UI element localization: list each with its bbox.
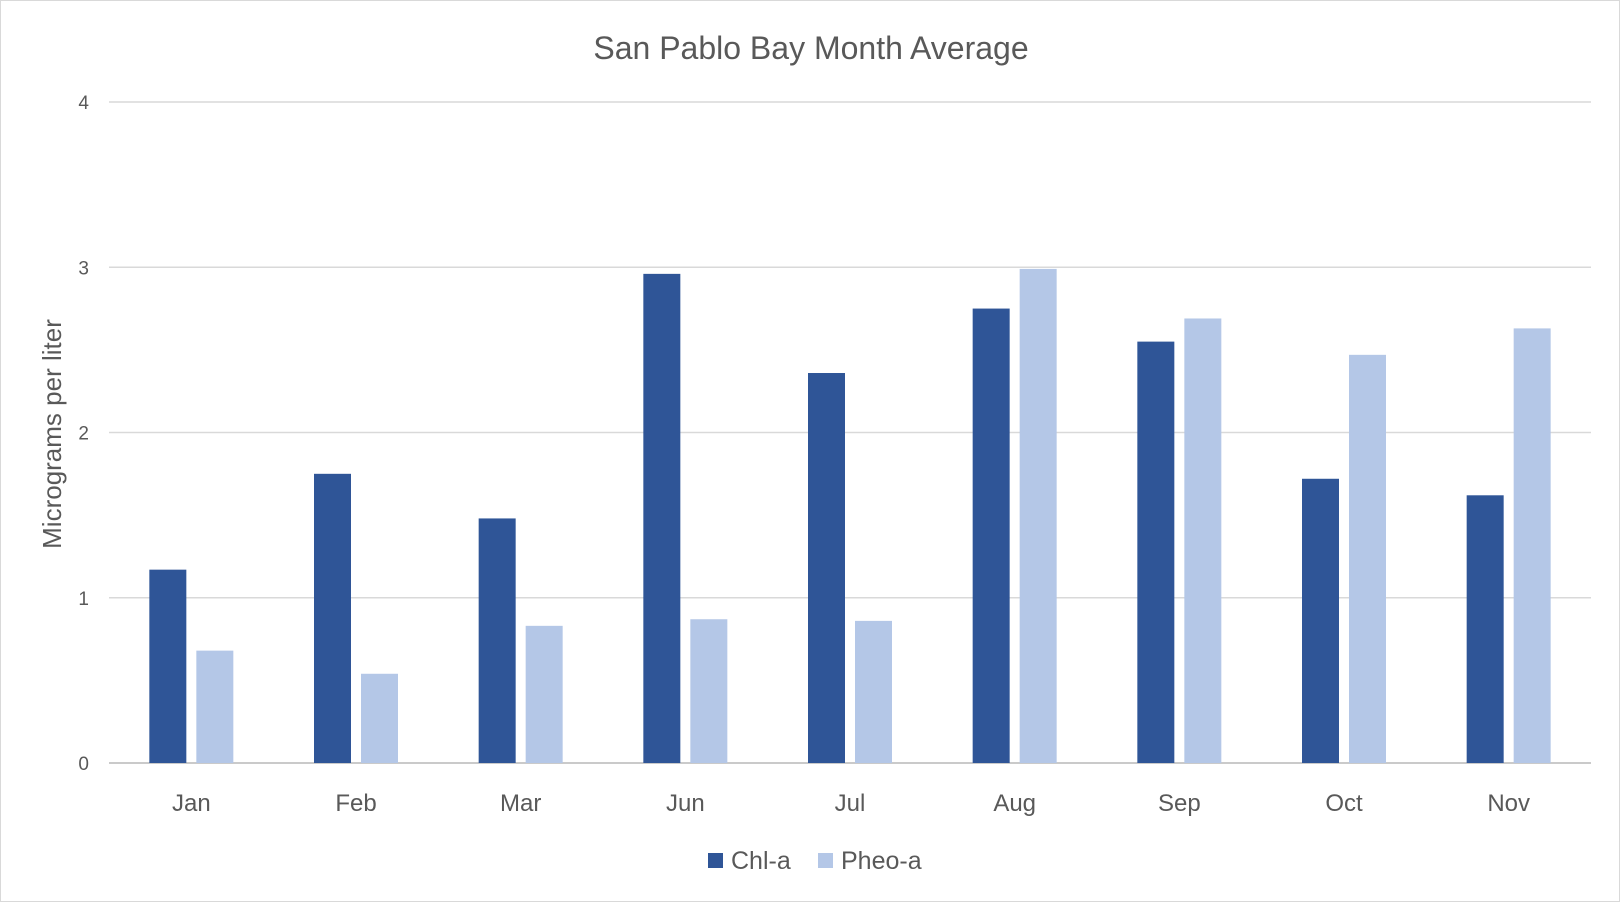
x-tick-label-mar: Mar: [500, 790, 541, 817]
x-tick-label-oct: Oct: [1325, 790, 1363, 817]
bar-pheo-a-nov: [1513, 328, 1551, 763]
x-tick-label-jan: Jan: [172, 790, 211, 817]
x-tick-label-sep: Sep: [1158, 790, 1201, 817]
y-axis-ticks: 0 1 2 3 4: [78, 93, 89, 775]
y-tick-label: 1: [78, 589, 89, 610]
bar-pheo-a-jun: [690, 619, 728, 763]
x-tick-label-nov: Nov: [1487, 790, 1530, 817]
bar-chl-a-mar: [478, 518, 516, 763]
bar-chl-a-aug: [972, 308, 1010, 763]
legend-swatch-chl-a: [708, 853, 723, 868]
bar-chl-a-sep: [1137, 341, 1175, 763]
bar-chl-a-jun: [643, 273, 681, 763]
bar-pheo-a-jul: [855, 620, 892, 763]
legend-swatch-pheo-a: [818, 853, 833, 868]
chart-title: San Pablo Bay Month Average: [593, 30, 1028, 66]
bar-pheo-a-oct: [1349, 354, 1386, 763]
gridlines: [109, 101, 1591, 764]
bar-pheo-a-mar: [525, 625, 563, 763]
bar-chl-a-oct: [1302, 478, 1339, 763]
bar-pheo-a-jan: [196, 650, 234, 763]
bar-chl-a-nov: [1466, 495, 1504, 763]
bar-pheo-a-sep: [1184, 318, 1222, 763]
bar-chl-a-feb: [314, 473, 351, 763]
legend-label-pheo-a: Pheo-a: [841, 847, 922, 875]
y-tick-label: 0: [78, 754, 89, 775]
bar-chl-a-jan: [149, 569, 187, 763]
x-tick-label-jun: Jun: [666, 790, 705, 817]
x-tick-label-feb: Feb: [335, 790, 376, 817]
x-tick-label-jul: Jul: [835, 790, 866, 817]
y-tick-label: 4: [78, 93, 89, 114]
bars: [149, 268, 1551, 763]
y-tick-label: 3: [78, 258, 89, 279]
bar-chl-a-jul: [808, 373, 845, 763]
x-tick-label-aug: Aug: [993, 790, 1036, 817]
y-tick-label: 2: [78, 424, 89, 445]
bar-pheo-a-aug: [1019, 268, 1057, 763]
legend: Chl-a Pheo-a: [708, 847, 922, 875]
legend-label-chl-a: Chl-a: [731, 847, 791, 875]
bar-pheo-a-feb: [361, 673, 398, 763]
y-axis-label: Micrograms per liter: [37, 319, 67, 549]
x-axis-ticks: Jan Feb Mar Jun Jul Aug Sep Oct Nov: [172, 790, 1530, 817]
